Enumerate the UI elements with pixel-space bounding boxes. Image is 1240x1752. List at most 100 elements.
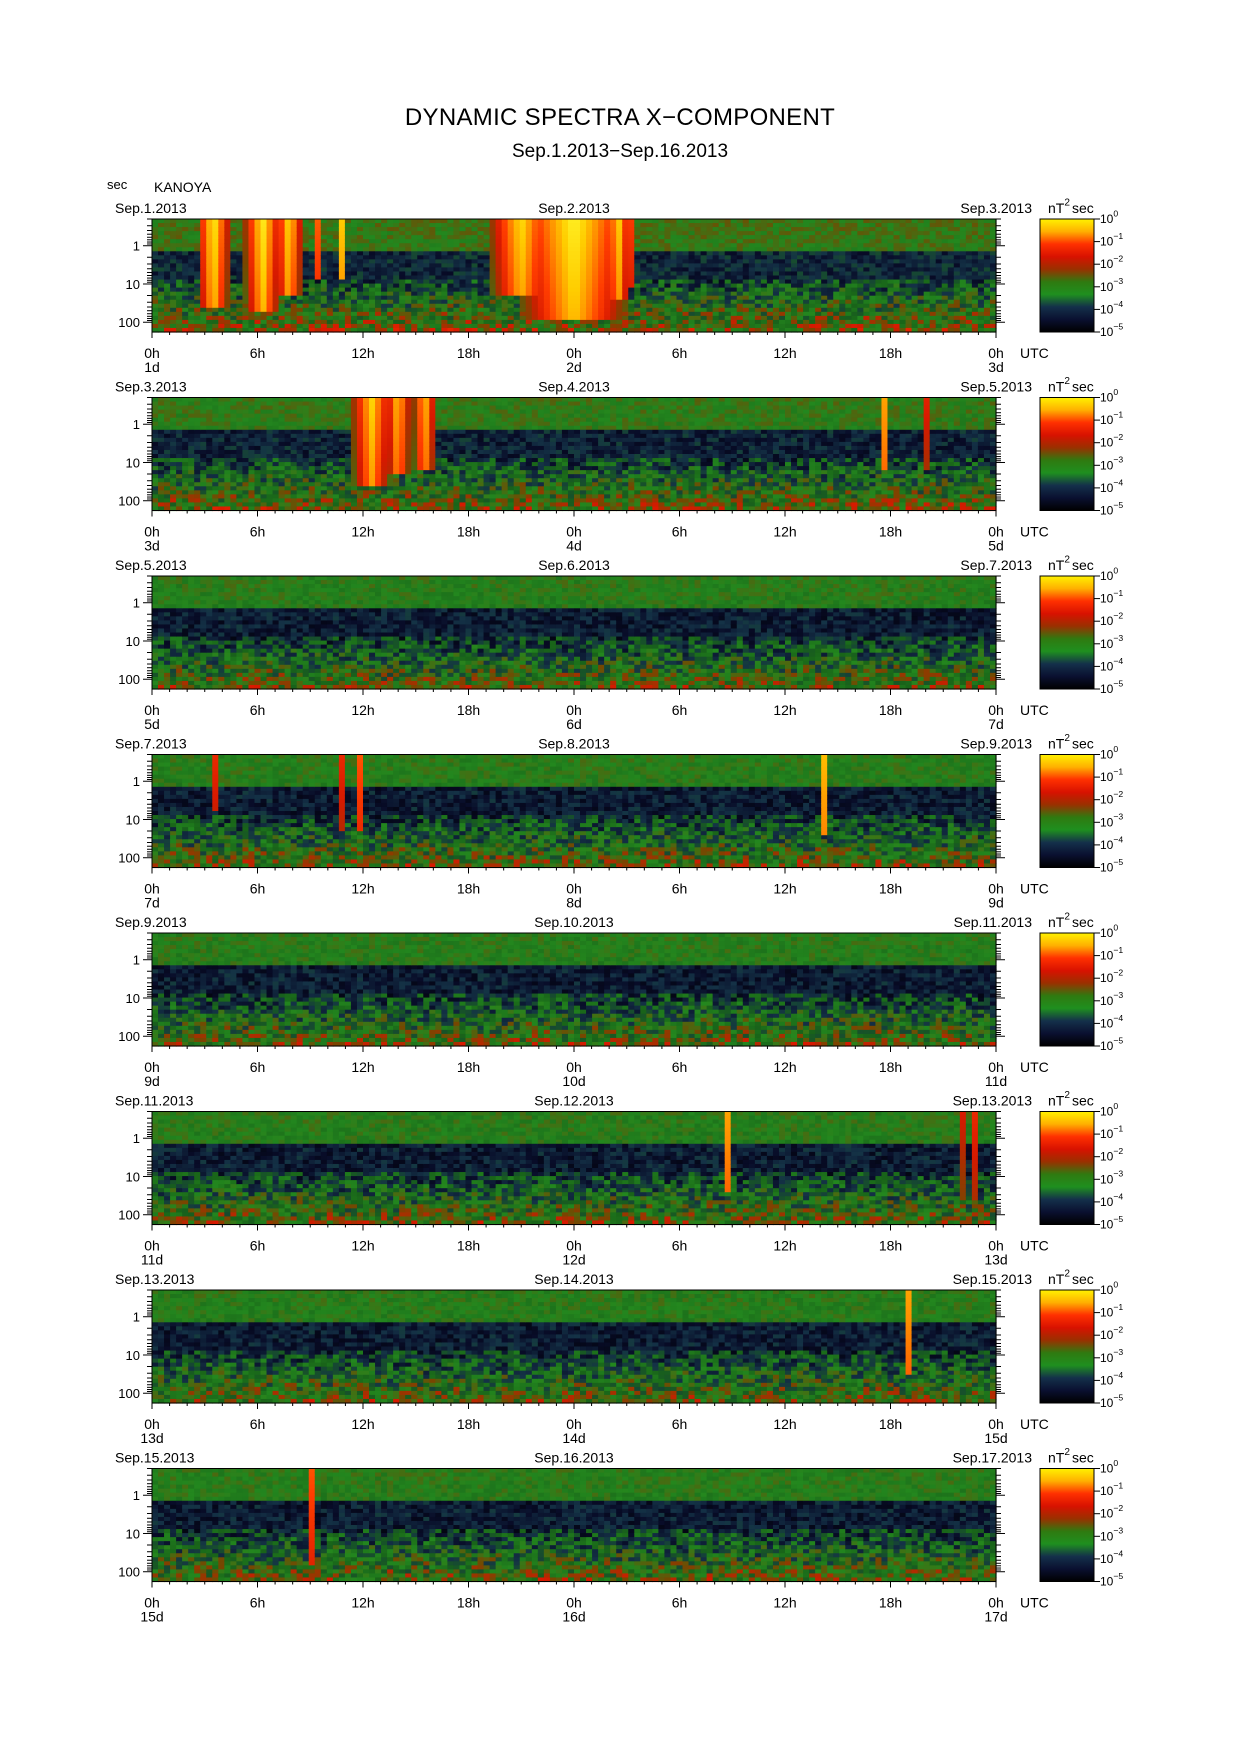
- time-tick-label: 12h: [773, 702, 796, 718]
- time-tick-label: 6h: [672, 702, 688, 718]
- day-label: 5d: [144, 716, 160, 732]
- spectrogram-panel-5: Sep.9.2013 Sep.10.2013 Sep.11.20131101000h…: [115, 911, 1123, 1089]
- colorbar-tick-label: 10−1: [1100, 231, 1123, 249]
- panel-mid-date: Sep.16.2013: [534, 1450, 614, 1466]
- panel-start-date: Sep.11.2013: [115, 1093, 194, 1109]
- colorbar-tick-label: 10−3: [1100, 1526, 1123, 1544]
- colorbar-tick-label: 10−4: [1100, 1370, 1123, 1388]
- period-tick-label: 100: [118, 315, 140, 330]
- time-tick-label: 18h: [457, 345, 480, 361]
- colorbar-gradient: [1040, 755, 1094, 868]
- colorbar-tick-label: 10−4: [1100, 1191, 1123, 1209]
- time-tick-label: 6h: [250, 702, 266, 718]
- time-tick-label: 12h: [351, 702, 374, 718]
- colorbar-tick-label: 10−4: [1100, 299, 1123, 317]
- panel-mid-date: Sep.8.2013: [538, 736, 610, 752]
- colorbar-unit-suffix: sec: [1072, 1093, 1094, 1109]
- day-label: 15d: [984, 1430, 1007, 1446]
- colorbar-unit-suffix: sec: [1072, 1450, 1094, 1466]
- time-tick-label: 18h: [879, 1595, 902, 1611]
- colorbar-tick-label: 10−1: [1100, 410, 1123, 428]
- time-tick-label: 6h: [672, 881, 688, 897]
- colorbar-tick-label: 10−5: [1100, 857, 1123, 875]
- colorbar-gradient: [1040, 219, 1094, 332]
- day-label: 13d: [984, 1252, 1007, 1268]
- time-tick-label: 12h: [351, 524, 374, 540]
- heatmap-cells: [152, 576, 997, 690]
- time-tick-label: 6h: [250, 1238, 266, 1254]
- time-tick-label: 12h: [773, 1595, 796, 1611]
- colorbar-tick-label: 10−1: [1100, 1124, 1123, 1142]
- colorbar-unit-suffix: sec: [1072, 914, 1094, 930]
- colorbar-tick-label: 100: [1100, 1458, 1118, 1476]
- panel-start-date: Sep.7.2013: [115, 736, 187, 752]
- time-tick-label: 18h: [879, 702, 902, 718]
- colorbar-tick-label: 10−3: [1100, 276, 1123, 294]
- colorbar-unit: nT2: [1048, 1447, 1070, 1466]
- time-tick-label: 12h: [773, 881, 796, 897]
- day-label: 9d: [988, 895, 1004, 911]
- time-tick-label: 18h: [879, 1059, 902, 1075]
- panel-mid-date: Sep.14.2013: [534, 1271, 614, 1287]
- colorbar-unit: nT2: [1048, 911, 1070, 930]
- colorbar-tick-label: 10−4: [1100, 1548, 1123, 1566]
- panel-end-date: Sep.5.2013: [960, 379, 1032, 395]
- timezone-label: UTC: [1020, 524, 1049, 540]
- day-label: 7d: [144, 895, 160, 911]
- period-tick-label: 1: [133, 239, 140, 254]
- colorbar-unit: nT2: [1048, 1268, 1070, 1287]
- time-tick-label: 12h: [351, 345, 374, 361]
- colorbar-tick-label: 10−1: [1100, 1302, 1123, 1320]
- day-label: 14d: [562, 1430, 585, 1446]
- time-tick-label: 12h: [351, 1595, 374, 1611]
- colorbar-tick-label: 10−1: [1100, 945, 1123, 963]
- colorbar-tick-label: 10−2: [1100, 611, 1123, 629]
- timezone-label: UTC: [1020, 345, 1049, 361]
- colorbar-tick-label: 10−5: [1100, 500, 1123, 518]
- time-tick-label: 12h: [773, 524, 796, 540]
- spectrogram-panel-7: Sep.13.2013 Sep.14.2013 Sep.15.20131101000…: [115, 1268, 1123, 1446]
- colorbar-tick-label: 10−5: [1100, 678, 1123, 696]
- colorbar-tick-label: 10−5: [1100, 1214, 1123, 1232]
- day-label: 12d: [562, 1252, 585, 1268]
- time-tick-label: 6h: [672, 524, 688, 540]
- heatmap-cells: [152, 1290, 997, 1404]
- colorbar-tick-label: 100: [1100, 744, 1118, 762]
- heatmap-cells: [152, 933, 997, 1047]
- colorbar-tick-label: 10−5: [1100, 1392, 1123, 1410]
- colorbar-tick-label: 10−2: [1100, 254, 1123, 272]
- time-tick-label: 18h: [879, 524, 902, 540]
- time-tick-label: 12h: [351, 1059, 374, 1075]
- colorbar-unit-suffix: sec: [1072, 736, 1094, 752]
- period-tick-label: 1: [133, 596, 140, 611]
- time-tick-label: 6h: [672, 1416, 688, 1432]
- time-tick-label: 12h: [773, 345, 796, 361]
- time-tick-label: 18h: [457, 881, 480, 897]
- colorbar-tick-label: 10−5: [1100, 1035, 1123, 1053]
- time-tick-label: 6h: [250, 345, 266, 361]
- day-label: 15d: [140, 1609, 163, 1625]
- colorbar-tick-label: 10−4: [1100, 1013, 1123, 1031]
- day-label: 13d: [140, 1430, 163, 1446]
- colorbar-tick-label: 10−2: [1100, 1146, 1123, 1164]
- colorbar-gradient: [1040, 576, 1094, 689]
- colorbar-tick-label: 100: [1100, 1101, 1118, 1119]
- colorbar-tick-label: 10−4: [1100, 834, 1123, 852]
- colorbar-unit: nT2: [1048, 1090, 1070, 1109]
- colorbar-unit-suffix: sec: [1072, 379, 1094, 395]
- heatmap-cells: [152, 1469, 997, 1583]
- colorbar-unit: nT2: [1048, 197, 1070, 216]
- colorbar-gradient: [1040, 1469, 1094, 1582]
- time-tick-label: 12h: [351, 1416, 374, 1432]
- day-label: 5d: [988, 538, 1004, 554]
- period-tick-label: 1: [133, 417, 140, 432]
